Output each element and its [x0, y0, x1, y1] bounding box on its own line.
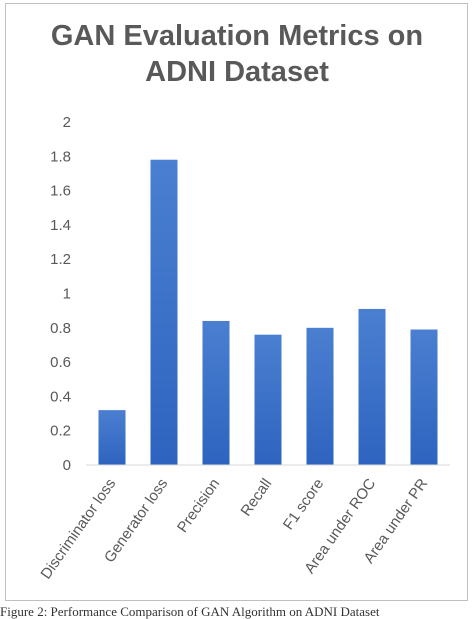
bar-precision: [202, 320, 230, 465]
bar-area-under-pr: [410, 329, 438, 465]
chart-title: GAN Evaluation Metrics on ADNI Dataset: [50, 20, 424, 89]
bar-area-under-roc: [358, 308, 386, 465]
y-tick-label: 0.6: [50, 354, 71, 371]
bars: [98, 159, 438, 466]
bar-f1-score: [306, 327, 334, 465]
y-tick-label: 0.2: [50, 423, 71, 440]
x-tick-label: Precision: [174, 476, 223, 536]
x-tick-label: Discriminator loss: [37, 476, 119, 583]
y-tick-label: 2: [63, 114, 71, 131]
y-tick-label: 0: [63, 457, 71, 474]
x-tick-label: Recall: [237, 476, 275, 520]
y-tick-label: 1.8: [50, 148, 71, 165]
y-tick-label: 0.8: [50, 320, 71, 337]
y-tick-label: 1: [63, 286, 71, 303]
figure-caption: Figure 2: Performance Comparison of GAN …: [0, 604, 380, 619]
x-tick-label: F1 score: [280, 476, 327, 534]
chart-frame: [5, 3, 468, 601]
y-axis: 0 0.2 0.4 0.6 0.8 1 1.2 1.4 1.6 1.8 2: [50, 114, 71, 474]
y-tick-label: 1.6: [50, 183, 71, 200]
bar-recall: [254, 334, 282, 465]
bar-discriminator-loss: [98, 410, 126, 465]
y-tick-label: 1.2: [50, 251, 71, 268]
bar-generator-loss: [150, 159, 178, 466]
y-tick-label: 1.4: [50, 217, 71, 234]
y-tick-label: 0.4: [50, 388, 71, 405]
